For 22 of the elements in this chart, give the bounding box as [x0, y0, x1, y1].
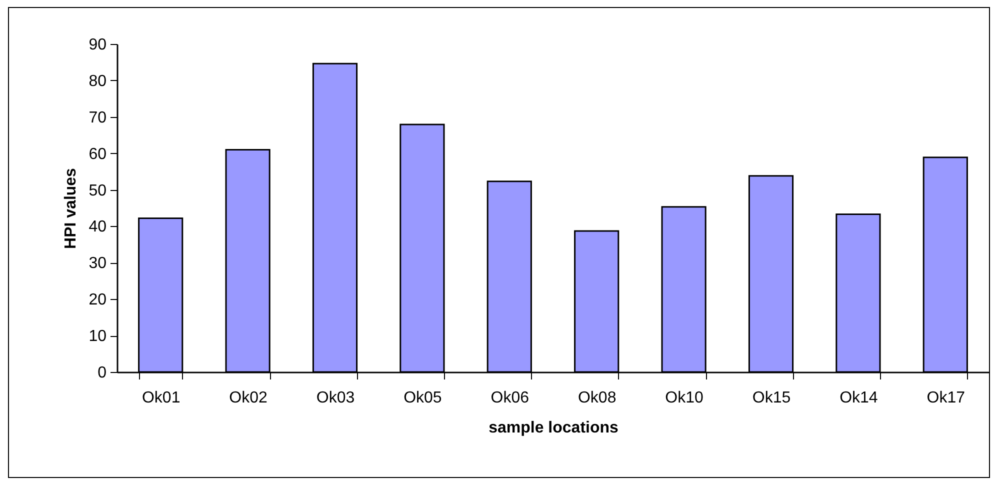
x-tick-label: Ok15 — [752, 390, 791, 406]
x-tick-label: Ok05 — [404, 390, 442, 406]
y-tick-label: 10 — [88, 328, 107, 346]
y-axis-title: HPI values — [62, 168, 80, 249]
x-axis-title: sample locations — [488, 420, 619, 436]
x-tick-label: Ok06 — [490, 390, 530, 406]
x-tick-label: Ok01 — [142, 390, 180, 406]
x-tick-label: Ok14 — [840, 390, 878, 406]
y-tick-label: 80 — [88, 72, 107, 90]
y-tick-label: 70 — [88, 109, 107, 126]
x-tick-label: Ok02 — [229, 390, 268, 406]
y-tick-label: 20 — [88, 292, 107, 309]
y-tick-label: 60 — [88, 146, 107, 163]
x-tick-label: Ok03 — [316, 390, 355, 406]
x-tick-label: Ok08 — [578, 390, 616, 406]
y-tick-label: 30 — [88, 255, 107, 272]
y-tick-label: 40 — [88, 218, 107, 236]
x-tick-label: Ok17 — [926, 390, 966, 406]
y-tick-label: 0 — [98, 364, 107, 382]
y-tick-label: 90 — [88, 36, 107, 54]
y-tick-label: 50 — [88, 182, 107, 200]
x-tick-label: Ok10 — [665, 390, 704, 406]
